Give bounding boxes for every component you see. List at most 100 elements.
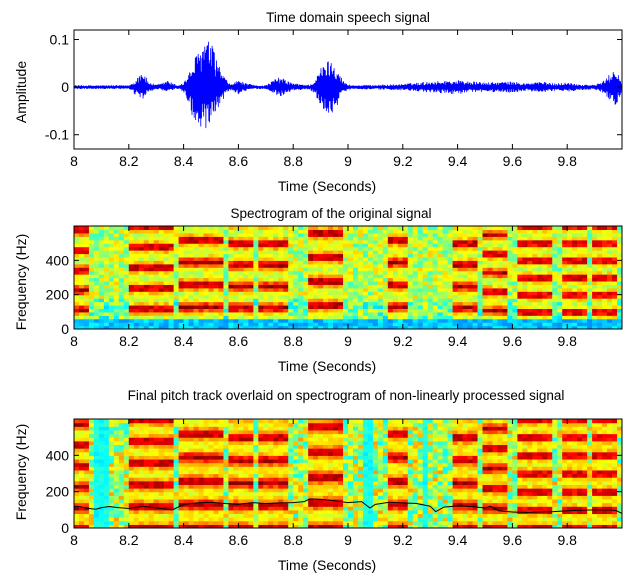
- spectrogram-cell: [78, 484, 85, 489]
- spectrogram-cell: [278, 315, 284, 320]
- spectrogram-cell: [537, 263, 543, 268]
- spectrogram-cell: [168, 520, 175, 525]
- spectrogram-cell: [582, 226, 588, 231]
- spectrogram-cell: [253, 477, 259, 482]
- spectrogram-xtick-label: 9.2: [393, 333, 413, 349]
- spectrogram-cell: [143, 253, 150, 258]
- spectrogram-cell: [208, 469, 215, 475]
- spectrogram-cell: [118, 437, 125, 442]
- spectrogram-cell: [88, 462, 95, 467]
- spectrogram-cell: [303, 229, 309, 234]
- spectrogram-cell: [607, 226, 613, 231]
- spectrogram-cell: [338, 498, 344, 504]
- spectrogram-cell: [88, 315, 95, 320]
- spectrogram-cell: [572, 229, 578, 234]
- spectrogram-cell: [253, 287, 259, 292]
- spectrogram-cell: [168, 284, 175, 289]
- spectrogram-cell: [83, 277, 90, 282]
- spectrogram-cell: [392, 304, 399, 309]
- spectrogram-cell: [88, 491, 95, 496]
- spectrogram-cell: [108, 451, 115, 456]
- spectrogram-cell: [128, 440, 135, 446]
- spectrogram-cell: [572, 322, 578, 327]
- spectrogram-cell: [303, 506, 309, 511]
- spectrogram-cell: [517, 267, 523, 272]
- spectrogram-cell: [313, 444, 319, 449]
- spectrogram-cell: [482, 280, 489, 285]
- spectrogram-cell: [283, 469, 289, 475]
- spectrogram-cell: [93, 270, 100, 275]
- spectrogram-cell: [178, 308, 185, 313]
- spectrogram-cell: [218, 250, 225, 255]
- spectrogram-cell: [268, 433, 274, 438]
- spectrogram-cell: [507, 287, 513, 292]
- spectrogram-cell: [537, 325, 543, 329]
- spectrogram-cell: [382, 318, 389, 323]
- spectrogram-cell: [253, 466, 259, 471]
- spectrogram-cell: [253, 229, 259, 234]
- spectrogram-cell: [402, 239, 409, 244]
- spectrogram-cell: [253, 253, 259, 258]
- spectrogram-cell: [557, 270, 563, 275]
- spectrogram-cell: [98, 318, 105, 323]
- spectrogram-cell: [253, 280, 259, 285]
- spectrogram-cell: [248, 291, 254, 296]
- spectrogram-cell: [407, 294, 414, 299]
- spectrogram-cell: [372, 267, 379, 272]
- spectrogram-cell: [203, 419, 210, 424]
- spectrogram-cell: [387, 284, 394, 289]
- spectrogram-cell: [128, 250, 135, 255]
- spectrogram-cell: [352, 239, 359, 244]
- spectrogram-cell: [158, 524, 165, 528]
- spectrogram-cell: [103, 520, 110, 525]
- spectrogram-cell: [497, 308, 504, 313]
- spectrogram-cell: [387, 274, 394, 279]
- spectrogram-cell: [273, 270, 279, 275]
- spectrogram-cell: [83, 291, 90, 296]
- spectrogram-cell: [293, 301, 299, 306]
- spectrogram-cell: [547, 243, 553, 248]
- spectrogram-cell: [203, 509, 210, 515]
- spectrogram-cell: [293, 455, 299, 460]
- spectrogram-cell: [402, 294, 409, 299]
- spectrogram-cell: [238, 524, 244, 528]
- spectrogram-cell: [397, 267, 404, 272]
- spectrogram-cell: [362, 280, 369, 285]
- spectrogram-cell: [118, 270, 125, 275]
- spectrogram-cell: [193, 480, 200, 485]
- spectrogram-cell: [402, 277, 409, 282]
- spectrogram-cell: [617, 308, 622, 313]
- spectrogram-cell: [133, 451, 140, 456]
- spectrogram-cell: [198, 270, 205, 275]
- spectrogram-cell: [442, 274, 449, 279]
- spectrogram-cell: [258, 250, 264, 255]
- spectrogram-cell: [567, 287, 573, 292]
- spectrogram-cell: [213, 311, 220, 316]
- spectrogram-cell: [253, 318, 259, 323]
- spectrogram-cell: [607, 236, 613, 241]
- spectrogram-cell: [592, 256, 598, 261]
- spectrogram-cell: [298, 422, 304, 427]
- spectrogram-cell: [183, 284, 190, 289]
- spectrogram-cell: [183, 437, 190, 442]
- spectrogram-cell: [318, 246, 324, 251]
- spectrogram-cell: [557, 226, 563, 231]
- spectrogram-cell: [597, 274, 603, 279]
- spectrogram-cell: [412, 232, 419, 237]
- spectrogram-cell: [338, 287, 344, 292]
- spectrogram-cell: [208, 280, 215, 285]
- spectrogram-cell: [103, 462, 110, 467]
- spectrogram-cell: [273, 426, 279, 431]
- spectrogram-cell: [178, 506, 185, 511]
- spectrogram-cell: [597, 277, 603, 282]
- spectrogram-cell: [333, 433, 339, 438]
- spectrogram-cell: [572, 274, 578, 279]
- spectrogram-cell: [233, 274, 239, 279]
- spectrogram-cell: [98, 298, 105, 303]
- spectrogram-cell: [153, 473, 160, 478]
- spectrogram-cell: [422, 308, 429, 313]
- spectrogram-cell: [562, 226, 568, 231]
- spectrogram-cell: [582, 263, 588, 268]
- spectrogram-cell: [263, 513, 269, 518]
- spectrogram-cell: [392, 287, 399, 292]
